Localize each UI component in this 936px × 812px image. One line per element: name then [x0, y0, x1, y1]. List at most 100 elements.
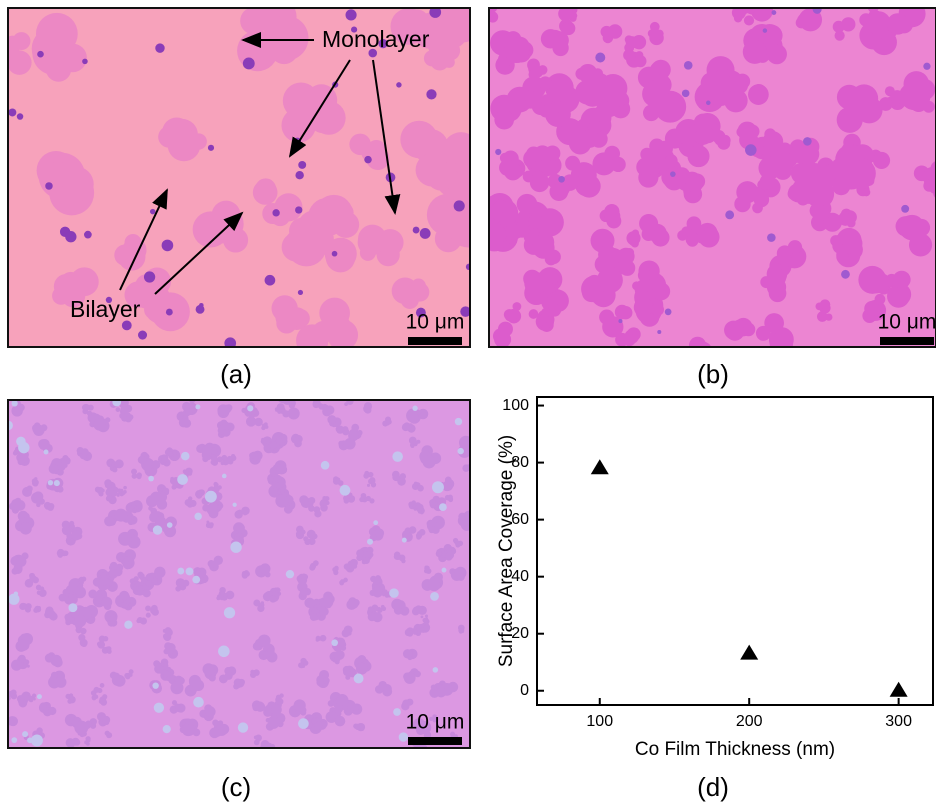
domain [161, 456, 168, 463]
domain [10, 689, 17, 696]
domain [689, 235, 698, 244]
spot [124, 620, 133, 629]
spot [53, 480, 60, 487]
domain [213, 481, 218, 487]
domain [213, 505, 218, 510]
domain [336, 427, 343, 434]
domain [457, 573, 465, 581]
domain [651, 303, 664, 316]
domain [287, 407, 300, 420]
domain [363, 551, 371, 559]
domain [162, 628, 167, 633]
arrow [119, 188, 168, 291]
domain [322, 677, 330, 684]
domain [99, 683, 105, 688]
domain [93, 418, 106, 431]
domain [408, 526, 417, 534]
panel-label: (d) [697, 772, 729, 802]
domain [208, 523, 214, 529]
domain [227, 458, 234, 465]
domain [420, 615, 424, 619]
spot [166, 522, 173, 528]
point [590, 459, 609, 475]
domain [374, 528, 385, 538]
domain [416, 133, 437, 155]
domain [364, 470, 370, 476]
domain [836, 251, 849, 264]
domain [416, 507, 421, 512]
domain [132, 581, 136, 585]
domain [104, 516, 115, 527]
spot [285, 569, 295, 579]
spot [558, 175, 565, 183]
domain [418, 720, 432, 734]
y-axis-title: Surface Area Coverage (%) [496, 435, 517, 667]
spot [11, 400, 18, 407]
domain [296, 324, 329, 347]
spot [320, 460, 330, 470]
domain [686, 216, 702, 232]
domain [55, 676, 67, 688]
domain [703, 226, 719, 242]
y-tick-label: 20 [511, 625, 529, 642]
spot [767, 233, 776, 242]
domain [314, 510, 322, 518]
domain [91, 695, 96, 700]
domain [57, 552, 64, 558]
spot [152, 525, 163, 535]
domain [273, 474, 282, 483]
domain [8, 717, 15, 726]
domain [23, 659, 29, 664]
domain [283, 504, 293, 514]
domain [351, 423, 360, 432]
domain [112, 467, 118, 473]
spot [230, 541, 242, 553]
domain [499, 159, 516, 176]
domain [141, 621, 146, 625]
domain [839, 211, 850, 223]
spot [27, 737, 33, 744]
domain [177, 677, 185, 685]
spot [378, 38, 388, 49]
domain [220, 591, 225, 595]
domain [823, 217, 833, 227]
domain [33, 491, 44, 502]
domain [100, 699, 108, 706]
domain [892, 270, 911, 289]
domain [64, 613, 72, 621]
domain [903, 71, 930, 97]
domain [47, 504, 54, 511]
domain [346, 599, 357, 610]
spot [495, 148, 502, 156]
domain [748, 84, 769, 105]
domain [402, 699, 411, 708]
domain [254, 735, 260, 740]
domain [141, 584, 148, 591]
domain [677, 126, 695, 144]
spot [247, 405, 254, 412]
domain [38, 590, 46, 597]
spot [121, 320, 132, 331]
domain [380, 604, 385, 609]
domain [167, 451, 173, 457]
domain [544, 145, 561, 162]
spot [185, 567, 194, 576]
domain [33, 608, 38, 613]
domain [453, 8, 470, 37]
domain [68, 693, 74, 698]
micrograph-a: 10 μm [7, 7, 471, 348]
domain [357, 224, 387, 254]
domain [1, 721, 8, 728]
domain [366, 483, 371, 487]
domain [252, 641, 262, 651]
domain [422, 455, 436, 469]
domain [73, 614, 87, 628]
domain [635, 51, 644, 60]
domain [327, 700, 335, 707]
domain [524, 271, 548, 295]
spot [43, 449, 49, 455]
domain [33, 424, 45, 437]
domain [460, 519, 470, 531]
panel-label: (a) [220, 359, 252, 389]
